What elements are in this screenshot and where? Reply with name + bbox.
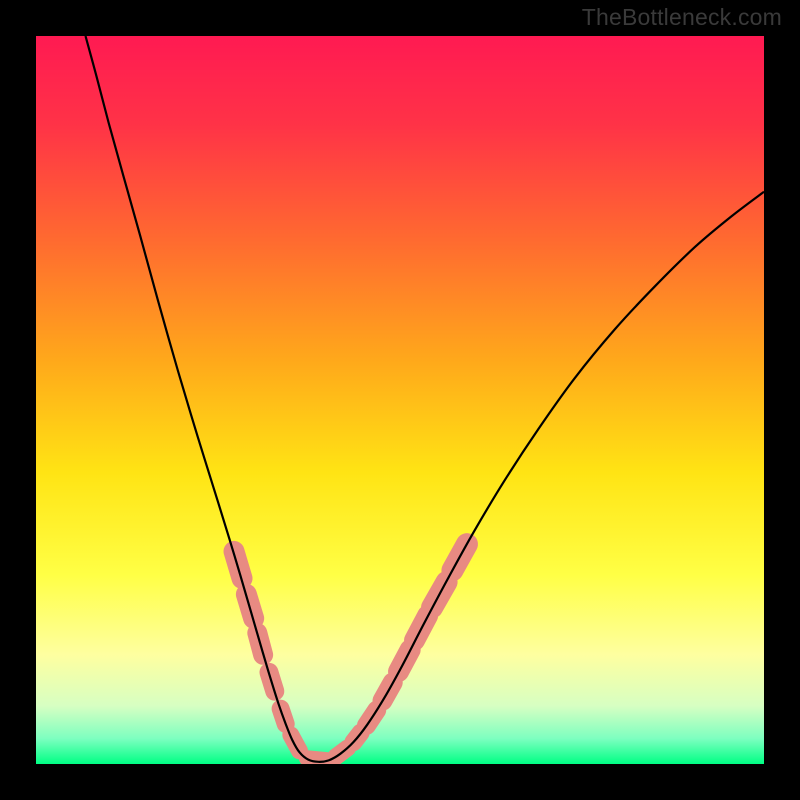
watermark-text: TheBottleneck.com (582, 4, 782, 31)
plot-svg (36, 36, 764, 764)
plot-area (36, 36, 764, 764)
chart-frame: TheBottleneck.com (0, 0, 800, 800)
